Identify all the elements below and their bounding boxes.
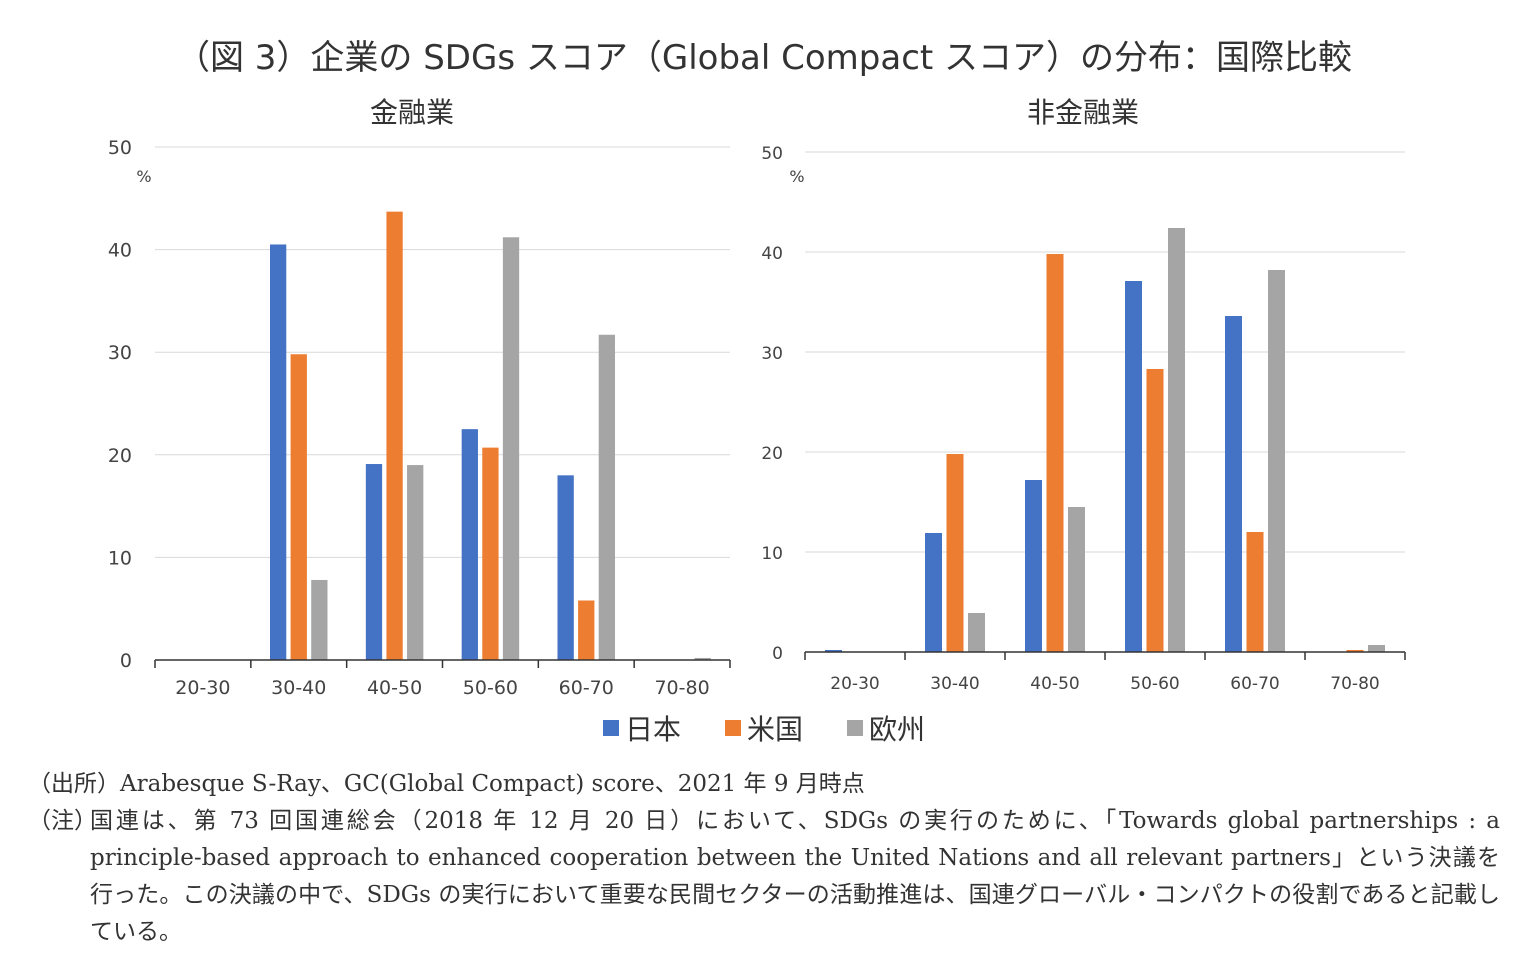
chart-1-ytick-label: 20 [761, 444, 783, 464]
chart-0-category-label: 50-60 [463, 677, 518, 699]
chart-0-category-label: 60-70 [559, 677, 614, 699]
chart-1-bar-欧州-70-80 [1368, 645, 1385, 652]
legend: 日本 米国 欧州 [0, 708, 1528, 748]
chart-1-bar-欧州-60-70 [1268, 270, 1285, 652]
chart-0-category-label: 20-30 [175, 677, 230, 699]
chart-1-bar-欧州-50-60 [1168, 228, 1185, 652]
legend-swatch-japan [602, 720, 619, 736]
note-label: （注） [28, 808, 97, 834]
legend-label-europe: 欧州 [869, 713, 926, 746]
chart-1-category-label: 30-40 [930, 674, 979, 694]
chart-0-ytick-label: 30 [108, 342, 132, 364]
chart-1-title: 非金融業 [1027, 96, 1139, 129]
chart-1-bar-米国-40-50 [1046, 254, 1064, 652]
figure-title: （図 3）企業の SDGs スコア（Global Compact スコア）の分布… [175, 38, 1353, 78]
chart-1-bar-欧州-40-50 [1068, 507, 1085, 652]
chart-1-category-label: 20-30 [830, 674, 879, 694]
chart-1-bar-米国-50-60 [1146, 369, 1164, 652]
chart-1-bar-米国-60-70 [1246, 532, 1264, 652]
chart-0-category-label: 40-50 [367, 677, 422, 699]
chart-0-title: 金融業 [370, 96, 454, 129]
chart-1-category-label: 50-60 [1130, 674, 1179, 694]
chart-0-bar-日本-30-40 [270, 244, 287, 660]
chart-0-ytick-label: 50 [108, 137, 132, 159]
legend-swatch-us [724, 720, 741, 736]
chart-1-bar-日本-30-40 [925, 533, 942, 652]
chart-1-unit-label: % [789, 167, 804, 186]
chart-1-bar-日本-50-60 [1125, 281, 1142, 652]
chart-1-bar-米国-70-80 [1346, 650, 1364, 652]
chart-0-bar-米国-60-70 [578, 600, 595, 660]
chart-1-category-label: 60-70 [1230, 674, 1279, 694]
legend-item-europe: 欧州 [847, 708, 925, 748]
chart-1-category-label: 40-50 [1030, 674, 1079, 694]
legend-swatch-europe [847, 720, 863, 736]
chart-0-category-label: 70-80 [654, 677, 709, 699]
chart-0-bar-日本-60-70 [557, 475, 574, 660]
chart-1-bar-日本-40-50 [1025, 480, 1042, 652]
chart-1-ytick-label: 10 [761, 544, 783, 564]
chart-0-bar-日本-40-50 [365, 464, 383, 660]
chart-1-category-label: 70-80 [1330, 674, 1379, 694]
chart-1-ytick-label: 40 [761, 244, 783, 264]
legend-label-japan: 日本 [624, 713, 681, 746]
chart-0-bar-日本-50-60 [461, 429, 478, 660]
chart-1-ytick-label: 30 [761, 344, 783, 364]
chart-0-bar-米国-30-40 [290, 354, 307, 660]
source-note: （出所）Arabesque S-Ray、GC(Global Compact) s… [28, 771, 865, 797]
chart-0-bar-欧州-30-40 [311, 579, 328, 660]
chart-0-bar-欧州-40-50 [407, 465, 424, 660]
chart-0-bar-欧州-60-70 [598, 334, 615, 660]
chart-0-ytick-label: 20 [108, 445, 132, 467]
notes-section: （出所）Arabesque S-Ray、GC(Global Compact) s… [28, 766, 1500, 951]
chart-0-bar-欧州-50-60 [502, 237, 520, 660]
chart-1-ytick-label: 50 [761, 144, 783, 164]
chart-1-ytick-label: 0 [772, 644, 783, 664]
chart-0-ytick-label: 0 [120, 650, 132, 672]
chart-0-bar-米国-40-50 [386, 211, 403, 660]
chart-1-bar-日本-60-70 [1225, 316, 1242, 652]
chart-0-ytick-label: 40 [108, 240, 132, 262]
chart-0-bar-欧州-70-80 [694, 657, 711, 660]
legend-label-us: 米国 [746, 713, 803, 746]
chart-0-bar-米国-50-60 [482, 447, 499, 660]
note-block: （注） 国連は、第 73 回国連総会（2018 年 12 月 20 日）において… [28, 803, 1500, 951]
legend-item-japan: 日本 [602, 708, 681, 748]
legend-item-us: 米国 [724, 708, 803, 748]
chart-0-category-label: 30-40 [271, 677, 326, 699]
note-text: 国連は、第 73 回国連総会（2018 年 12 月 20 日）において、SDG… [90, 808, 1500, 945]
chart-0-ytick-label: 10 [108, 547, 132, 569]
chart-1-bar-欧州-30-40 [968, 613, 985, 652]
chart-1-bar-米国-30-40 [946, 454, 964, 652]
chart-0-unit-label: % [136, 167, 151, 186]
chart-1-bar-日本-20-30 [825, 650, 842, 652]
